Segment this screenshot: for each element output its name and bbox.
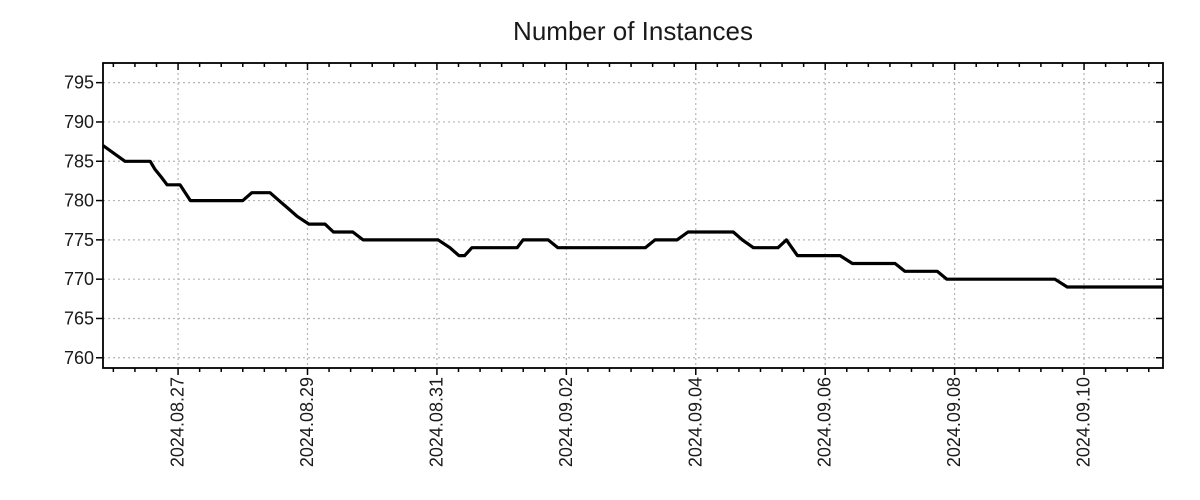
y-tick-label: 765	[64, 308, 94, 328]
plot-border	[102, 62, 1164, 369]
gridlines	[103, 63, 1163, 368]
x-tick-label: 2024.08.31	[426, 377, 446, 467]
x-tick-label: 2024.09.08	[944, 377, 964, 467]
y-tick-label: 770	[64, 269, 94, 289]
data-line-instances	[102, 144, 1163, 289]
y-tick-label: 790	[64, 112, 94, 132]
y-tick-label: 780	[64, 191, 94, 211]
y-tick-label: 795	[64, 73, 94, 93]
x-tick-label: 2024.08.27	[168, 377, 188, 467]
y-tick-label: 760	[64, 348, 94, 368]
x-tick-label: 2024.09.02	[556, 377, 576, 467]
axis-tick-labels: 760 765 770 775 780 785 790 795 2024.08.27 2024.0…	[64, 73, 1094, 467]
y-tick-label: 775	[64, 230, 94, 250]
x-tick-label: 2024.09.04	[685, 377, 705, 467]
y-tick-label: 785	[64, 151, 94, 171]
chart-title: Number of Instances	[513, 16, 753, 46]
axis-ticks	[96, 63, 1163, 375]
x-tick-label: 2024.09.06	[815, 377, 835, 467]
x-tick-label: 2024.09.10	[1074, 377, 1094, 467]
x-tick-label: 2024.08.29	[297, 377, 317, 467]
